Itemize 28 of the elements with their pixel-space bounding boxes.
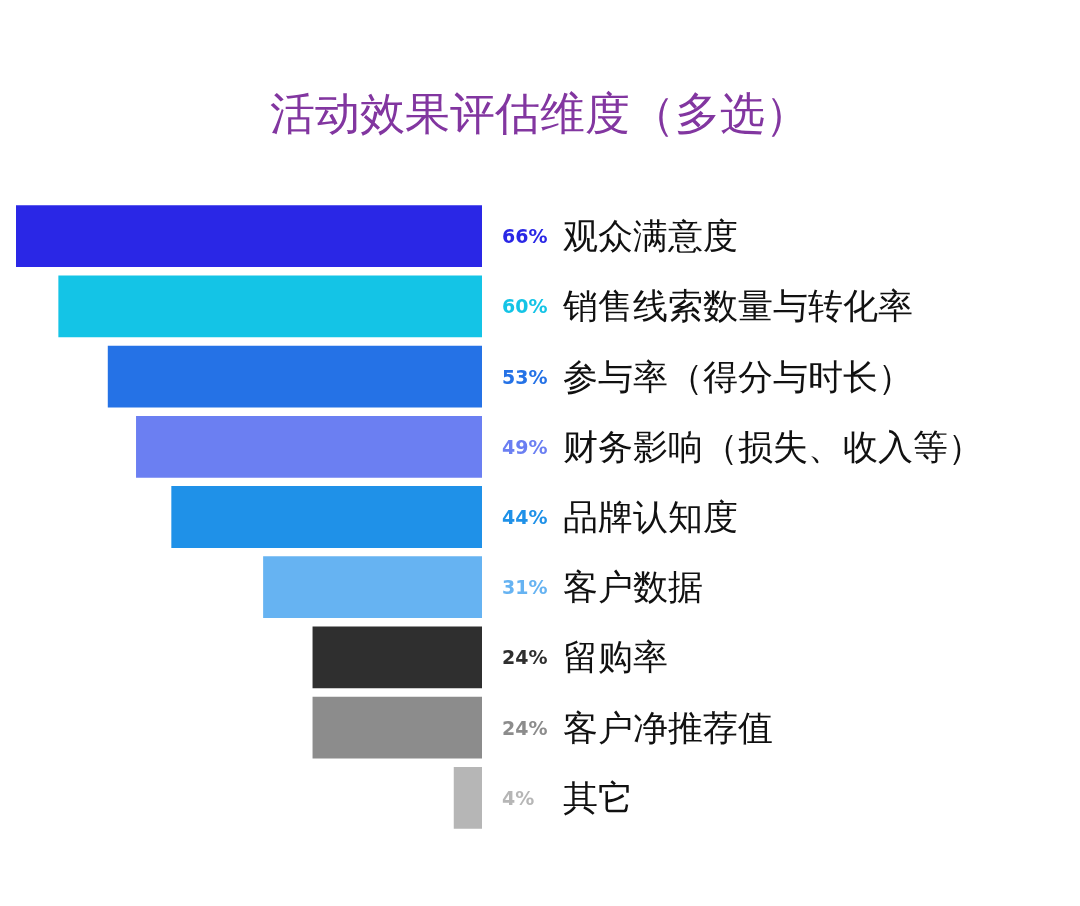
bar	[171, 486, 482, 548]
y-tick-label: 参与率（得分与时长）	[563, 356, 913, 397]
data-label: 53%	[502, 365, 548, 388]
bar	[263, 556, 482, 619]
y-tick-label: 观众满意度	[563, 216, 738, 257]
y-tick-label: 销售线索数量与转化率	[562, 286, 913, 327]
bar	[58, 275, 482, 338]
y-tick-label: 留购率	[563, 637, 668, 678]
bar	[107, 345, 482, 408]
data-label: 44%	[502, 506, 548, 528]
bar	[16, 205, 482, 268]
data-label: 49%	[502, 435, 548, 458]
bar	[453, 766, 482, 829]
bar	[312, 626, 482, 689]
y-tick-label: 其它	[563, 777, 633, 818]
chart-title: 活动效果评估维度（多选）	[270, 87, 810, 140]
y-tick-label: 财务影响（损失、收入等）	[563, 426, 983, 467]
data-label: 31%	[502, 576, 548, 599]
data-label: 24%	[502, 716, 548, 739]
bar	[312, 696, 482, 759]
data-label: 24%	[502, 646, 548, 669]
data-label: 4%	[502, 786, 535, 809]
data-label: 66%	[502, 225, 548, 248]
bar	[136, 415, 482, 478]
y-tick-label: 品牌认知度	[563, 497, 738, 537]
data-label: 60%	[502, 295, 548, 318]
y-tick-label: 客户数据	[563, 567, 703, 608]
y-tick-label: 客户净推荐值	[563, 707, 773, 748]
